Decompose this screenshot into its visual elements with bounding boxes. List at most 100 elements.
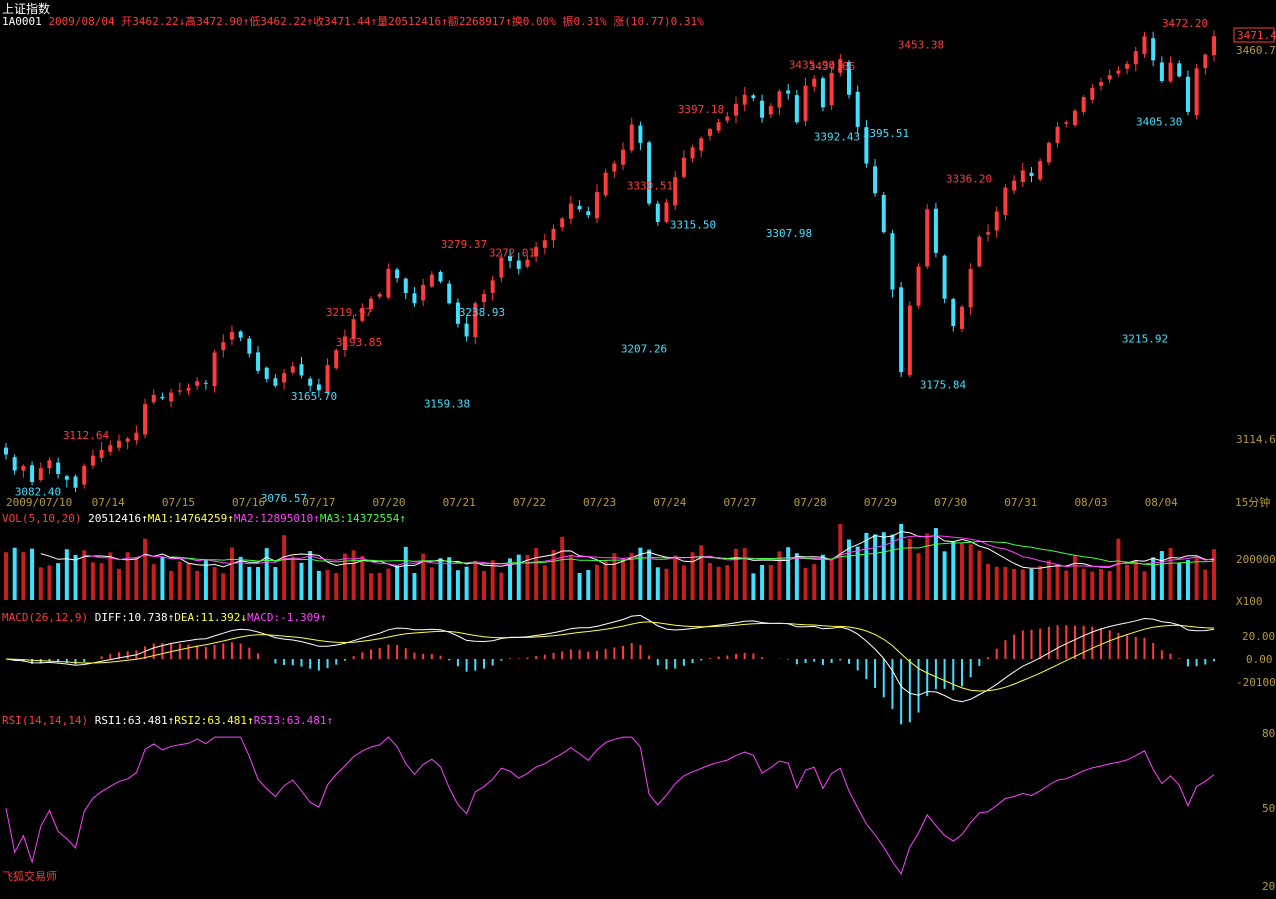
candle-body	[959, 306, 964, 329]
candle-body	[707, 129, 712, 136]
high-value: 高3472.90↑	[185, 15, 250, 28]
volume-bar	[438, 558, 443, 600]
candle-body	[99, 449, 104, 458]
volume-bar	[994, 566, 999, 600]
candle-body	[160, 396, 165, 399]
volume-bar	[1003, 566, 1008, 600]
macd-dea: DEA:11.392↓	[174, 611, 248, 624]
volume-bar	[195, 570, 200, 600]
volume-bar	[116, 568, 121, 600]
candle-body	[299, 364, 304, 376]
volume-bar	[56, 563, 61, 600]
volume-bar	[412, 573, 417, 600]
candle-body	[334, 350, 339, 369]
macd-axis-label: 20.00	[1242, 630, 1275, 643]
period-label: 15分钟	[1235, 495, 1270, 509]
candle-body	[186, 388, 191, 391]
volume-bar	[603, 559, 608, 600]
macd-histogram	[13, 625, 1215, 725]
macd-axis-label: 0.00	[1246, 653, 1273, 666]
candle-body	[986, 232, 991, 235]
price-marker-low: 3165.70	[291, 390, 337, 403]
time-axis-label: 07/20	[372, 496, 405, 509]
price-marker-low: 3076.57	[261, 492, 307, 505]
time-axis-label: 07/30	[934, 496, 967, 509]
open-value: 开3462.22↓	[121, 15, 186, 28]
price-marker-low: 3207.26	[621, 342, 667, 355]
candle-body	[195, 381, 200, 386]
volume-bar	[12, 547, 17, 600]
rsi-axis-label: 80	[1262, 727, 1275, 740]
volume-bar	[1151, 557, 1156, 600]
volume-bar	[212, 567, 217, 600]
volume-bar	[108, 552, 113, 600]
candle-body	[229, 331, 234, 340]
volume-bar	[1203, 569, 1208, 600]
candle-body	[864, 127, 869, 164]
candle-body	[916, 266, 921, 306]
candle-body	[134, 432, 139, 441]
price-marker-high: 3472.20	[1162, 17, 1208, 30]
volume-bar	[1029, 568, 1034, 600]
quote-date: 2009/08/04	[48, 15, 115, 28]
candle-body	[768, 106, 773, 115]
volume-bar	[47, 565, 52, 600]
volume-bar	[151, 564, 156, 600]
candle-body	[1072, 110, 1077, 126]
candle-body	[325, 365, 330, 393]
price-marker-high: 3193.85	[336, 336, 382, 349]
candle-body	[108, 445, 113, 452]
volume-bar	[638, 547, 643, 600]
price-marker-low: 3307.98	[766, 227, 812, 240]
candle-body	[994, 211, 999, 231]
candle-body	[1099, 82, 1104, 86]
candle-body	[90, 455, 95, 466]
candle-body	[638, 125, 643, 143]
amplitude-value: 振0.31%	[562, 15, 607, 28]
candle-body	[786, 90, 791, 94]
macd-panel-legend: MACD(26,12,9) DIFF:10.738↑DEA:11.392↓MAC…	[2, 611, 327, 624]
candle-body	[30, 465, 35, 482]
candle-body	[1046, 142, 1051, 163]
candle-body	[1133, 51, 1138, 65]
rsi-line	[5, 736, 1215, 876]
candle-body	[412, 293, 417, 304]
candle-body	[603, 172, 608, 196]
candle-body	[734, 103, 739, 116]
volume-bar	[90, 562, 95, 600]
time-axis-label: 07/17	[302, 496, 335, 509]
volume-bar	[1185, 560, 1190, 600]
candle-body	[594, 192, 599, 219]
candle-body	[264, 367, 269, 379]
candle-body	[308, 378, 313, 386]
candle-body	[629, 124, 634, 151]
price-marker-low: 3395.51	[863, 127, 909, 140]
candle-body	[316, 384, 321, 391]
vol-ma1-line	[40, 531, 1215, 569]
amount-value: 额2268917↑	[447, 15, 512, 28]
candle-body	[464, 323, 469, 337]
volume-bar	[481, 570, 486, 600]
volume-bar	[1020, 569, 1025, 600]
candle-body	[1038, 161, 1043, 180]
price-marker-low: 3405.30	[1136, 116, 1182, 129]
change-value: 涨(10.77)0.31%	[613, 15, 704, 28]
index-code: 1A0001	[2, 15, 42, 28]
candle-body	[73, 476, 78, 488]
candle-body	[403, 278, 408, 293]
candle-body	[725, 116, 730, 121]
candle-body	[1203, 54, 1208, 69]
rsi-panel-legend: RSI(14,14,14) RSI1:63.481↑RSI2:63.481↑RS…	[2, 714, 333, 727]
price-marker-low: 3215.92	[1122, 333, 1168, 346]
candle-body	[942, 255, 947, 299]
volume-series	[4, 524, 1216, 600]
candle-body	[542, 240, 547, 248]
candle-body	[256, 352, 261, 371]
time-axis-label: 07/29	[864, 496, 897, 509]
volume-bar	[82, 550, 87, 600]
volume-bar	[299, 562, 304, 600]
candle-body	[1029, 172, 1034, 177]
candle-body	[499, 257, 504, 278]
macd-axis-label: -20100	[1236, 676, 1276, 689]
